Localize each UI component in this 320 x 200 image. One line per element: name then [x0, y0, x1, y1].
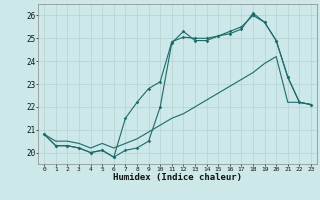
- X-axis label: Humidex (Indice chaleur): Humidex (Indice chaleur): [113, 173, 242, 182]
